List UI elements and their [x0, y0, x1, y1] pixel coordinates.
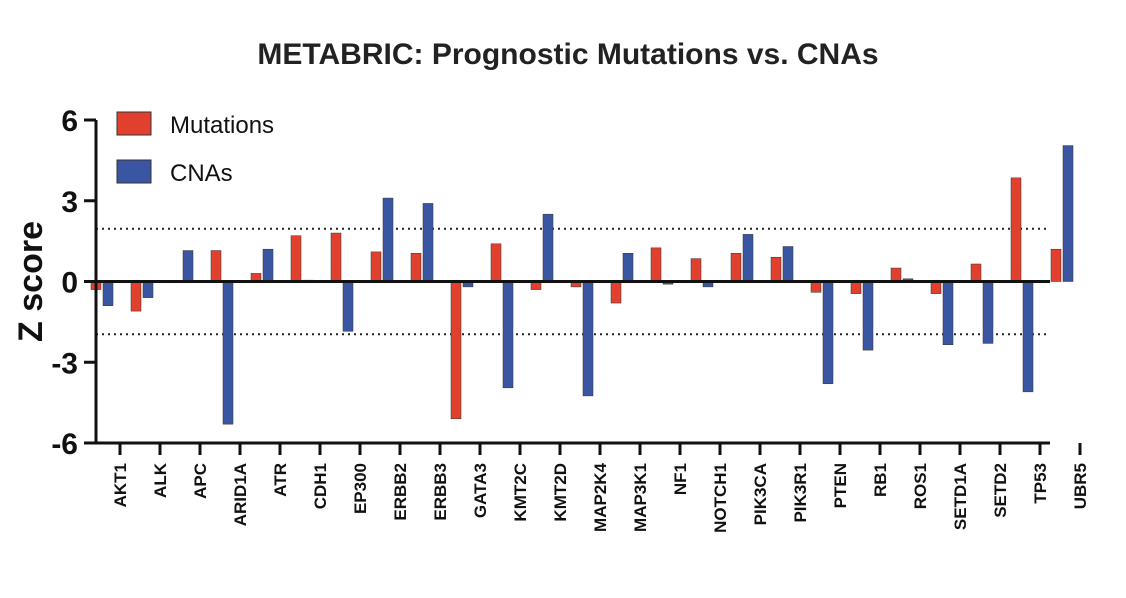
bar-cnas-erbb2: [382, 197, 394, 282]
category-label-nf1: NF1: [671, 463, 690, 495]
bar-cnas-erbb3: [422, 203, 434, 282]
chart-title: METABRIC: Prognostic Mutations vs. CNAs: [257, 38, 879, 71]
category-label-gata3: GATA3: [471, 463, 490, 518]
bar-mutations-arid1a: [210, 250, 222, 282]
category-label-tp53: TP53: [1031, 463, 1050, 504]
category-label-akt1: AKT1: [111, 463, 130, 507]
bar-mutations-pten: [810, 281, 822, 293]
bar-cnas-apc: [182, 250, 194, 282]
y-tick-label: 0: [61, 267, 78, 300]
bar-mutations-cdh1: [290, 235, 302, 282]
category-label-map2k4: MAP2K4: [591, 462, 610, 532]
bar-cnas-atr: [262, 248, 274, 282]
category-label-map3k1: MAP3K1: [631, 463, 650, 532]
category-label-erbb3: ERBB3: [431, 463, 450, 521]
bar-cnas-rb1: [862, 281, 874, 351]
category-label-erbb2: ERBB2: [391, 463, 410, 521]
bar-cnas-kmt2c: [502, 281, 514, 389]
bar-cnas-pten: [822, 281, 834, 385]
bar-cnas-setd1a: [942, 281, 954, 346]
bar-cnas-akt1: [102, 281, 114, 306]
bar-mutations-erbb3: [410, 252, 422, 282]
legend-swatch-mutations: [116, 111, 152, 136]
category-label-kmt2d: KMT2D: [551, 463, 570, 522]
bar-mutations-kmt2c: [490, 243, 502, 282]
category-label-ep300: EP300: [351, 463, 370, 514]
bar-mutations-ubr5: [1050, 248, 1062, 282]
bar-cnas-map3k1: [622, 252, 634, 282]
bar-cnas-pik3r1: [782, 246, 794, 282]
bar-cnas-setd2: [982, 281, 994, 344]
bar-mutations-map3k1: [610, 281, 622, 304]
y-tick-label: 3: [61, 186, 78, 219]
category-label-pten: PTEN: [831, 463, 850, 508]
bar-cnas-arid1a: [222, 281, 234, 425]
bar-cnas-kmt2d: [542, 213, 554, 282]
bar-mutations-ep300: [330, 232, 342, 282]
y-tick-label: -6: [51, 428, 78, 461]
bar-mutations-setd1a: [930, 281, 942, 294]
category-label-alk: ALK: [151, 462, 170, 498]
legend-label-cnas: CNAs: [170, 160, 233, 187]
category-label-pik3ca: PIK3CA: [751, 463, 770, 525]
bar-mutations-notch1: [690, 258, 702, 282]
bar-cnas-ubr5: [1062, 145, 1074, 282]
category-label-setd2: SETD2: [991, 463, 1010, 518]
legend-label-mutations: Mutations: [170, 112, 274, 139]
category-label-pik3r1: PIK3R1: [791, 463, 810, 523]
category-label-atr: ATR: [271, 463, 290, 497]
y-tick-label: 6: [61, 105, 78, 138]
y-tick-label: -3: [51, 347, 78, 380]
category-label-arid1a: ARID1A: [231, 463, 250, 526]
bar-mutations-gata3: [450, 281, 462, 420]
category-label-setd1a: SETD1A: [951, 463, 970, 530]
bar-mutations-nf1: [650, 247, 662, 282]
bar-mutations-ros1: [890, 267, 902, 282]
bar-cnas-ep300: [342, 281, 354, 332]
y-axis-title: Z score: [12, 221, 50, 342]
bar-mutations-pik3r1: [770, 257, 782, 282]
bar-mutations-alk: [130, 281, 142, 312]
bar-cnas-map2k4: [582, 281, 594, 397]
category-label-ubr5: UBR5: [1071, 463, 1090, 509]
bar-cnas-pik3ca: [742, 234, 754, 282]
category-label-rb1: RB1: [871, 463, 890, 497]
category-label-ros1: ROS1: [911, 463, 930, 509]
bar-cnas-tp53: [1022, 281, 1034, 393]
bar-mutations-setd2: [970, 263, 982, 282]
bar-mutations-tp53: [1010, 177, 1022, 282]
bar-mutations-pik3ca: [730, 252, 742, 282]
bar-mutations-erbb2: [370, 251, 382, 282]
category-label-notch1: NOTCH1: [711, 463, 730, 533]
legend-swatch-cnas: [116, 159, 152, 184]
category-label-cdh1: CDH1: [311, 463, 330, 509]
category-label-kmt2c: KMT2C: [511, 463, 530, 522]
bar-cnas-alk: [142, 281, 154, 298]
bar-mutations-rb1: [850, 281, 862, 294]
category-label-apc: APC: [191, 463, 210, 499]
